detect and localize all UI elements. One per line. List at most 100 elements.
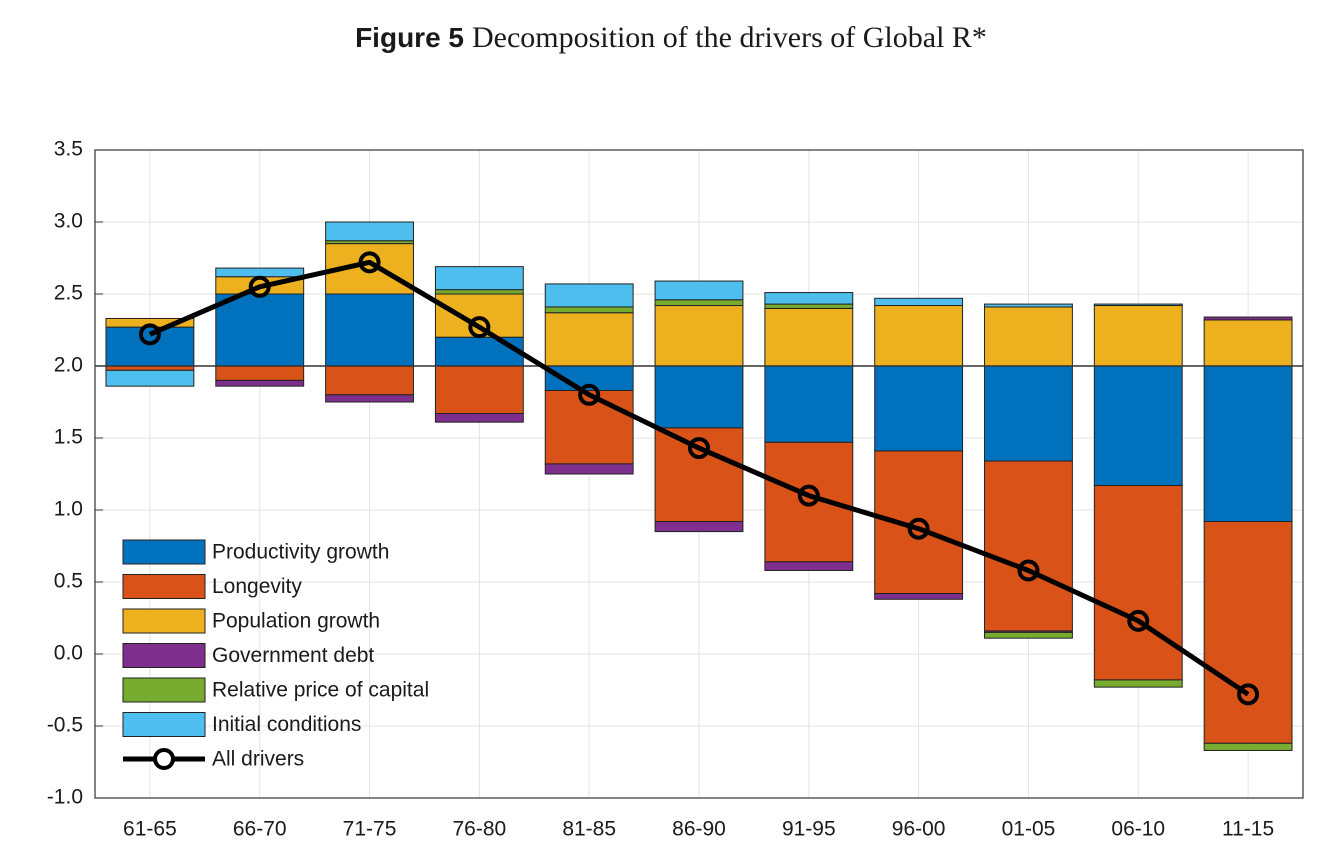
- bar-segment: [1093, 305, 1183, 367]
- line: [148, 259, 1250, 697]
- bar-segment: [1203, 521, 1293, 744]
- bar-segment: [544, 283, 634, 308]
- y-tick-label: -1.0: [47, 786, 83, 809]
- bar-segment: [654, 365, 744, 429]
- x-tick-label: 86-90: [672, 818, 726, 841]
- bar-segment: [764, 441, 854, 563]
- bar-segment: [325, 293, 414, 367]
- line-marker: [358, 251, 381, 274]
- bar-segment: [215, 365, 305, 381]
- bar-segment: [654, 280, 744, 301]
- line-marker: [248, 275, 271, 298]
- y-tick-label: 2.5: [54, 282, 83, 305]
- legend-swatch: [122, 608, 206, 634]
- legend-swatch: [122, 677, 206, 703]
- legend-label: Relative price of capital: [212, 679, 429, 702]
- legend-marker: [153, 748, 175, 770]
- bar-segment: [325, 365, 414, 396]
- bar-segment: [1203, 742, 1293, 751]
- bar-segment: [874, 305, 964, 367]
- bar-segment: [874, 593, 964, 600]
- bar-segment: [654, 299, 744, 307]
- bar-segment: [215, 293, 305, 367]
- chart-title: Figure 5 Decomposition of the drivers of …: [355, 21, 987, 54]
- bar-segment: [764, 292, 854, 305]
- bar-segment: [1093, 485, 1183, 681]
- bar-segment: [325, 394, 414, 403]
- legend-swatch: [122, 643, 206, 668]
- bar-segment: [434, 266, 524, 291]
- bar-segment: [984, 303, 1073, 308]
- x-tick-label: 81-85: [562, 818, 616, 841]
- bar-segment: [984, 365, 1073, 462]
- legend-label: All drivers: [212, 748, 304, 771]
- bar-segment: [984, 460, 1073, 632]
- bar-segment: [874, 297, 964, 307]
- line-marker: [468, 316, 491, 339]
- bar-segment: [654, 427, 744, 523]
- bar-segment: [1093, 303, 1183, 307]
- bar-segment: [434, 289, 524, 295]
- bar-segment: [874, 450, 964, 595]
- bar-segment: [544, 463, 634, 475]
- bar-segment: [434, 293, 524, 338]
- bar-segment: [434, 365, 524, 415]
- legend-label: Population growth: [212, 610, 380, 633]
- y-tick-label: 3.0: [54, 210, 83, 233]
- x-tick-label: 76-80: [453, 818, 507, 841]
- bar-segment: [434, 336, 524, 367]
- y-tick-label: 0.0: [54, 642, 83, 665]
- legend-label: Initial conditions: [212, 713, 361, 736]
- line-marker: [1127, 609, 1150, 632]
- line-marker: [578, 383, 601, 406]
- legend-label: Government debt: [212, 644, 374, 667]
- x-tick-label: 71-75: [343, 818, 397, 841]
- legend: Productivity growth Longevity Population g…: [122, 539, 429, 771]
- bar-segment: [984, 306, 1073, 367]
- y-tick-label: 3.5: [54, 138, 83, 161]
- line-marker: [138, 323, 161, 346]
- figure-label: Figure 5: [355, 22, 464, 53]
- bar-segment: [1093, 679, 1183, 688]
- x-tick-label: 11-15: [1222, 818, 1274, 841]
- line-marker: [1237, 683, 1260, 706]
- bar-segment: [544, 312, 634, 367]
- x-tick-label: 01-05: [1002, 818, 1056, 841]
- legend-label: Longevity: [212, 575, 302, 598]
- line-marker: [688, 437, 710, 460]
- bar-segment: [654, 305, 744, 367]
- bar-segment: [764, 303, 854, 309]
- y-tick-label: -0.5: [47, 714, 83, 737]
- bar-segment: [764, 561, 854, 571]
- bar-segment: [1093, 365, 1183, 487]
- legend-label: Productivity growth: [212, 541, 389, 564]
- plot-frame: [94, 149, 1304, 799]
- x-tick-label: 06-10: [1111, 818, 1165, 841]
- legend-swatch: [122, 539, 206, 565]
- bar-segment: [434, 413, 524, 423]
- bar-segment: [874, 365, 964, 452]
- bar-segment: [544, 389, 634, 465]
- bar-segment: [1203, 319, 1293, 367]
- bar-segment: [1203, 316, 1293, 321]
- y-tick-label: 1.0: [54, 498, 83, 521]
- title-text: Decomposition of the drivers of Global R…: [472, 21, 987, 54]
- line-marker: [1017, 559, 1040, 582]
- bar-segment: [215, 267, 305, 278]
- bar-segment: [544, 306, 634, 314]
- bar-segment: [764, 307, 854, 367]
- bar-segment: [1203, 365, 1293, 523]
- y-tick-label: 0.5: [54, 570, 83, 593]
- bar-segment: [215, 379, 305, 387]
- x-tick-label: 61-65: [123, 818, 177, 841]
- legend-swatch: [122, 712, 206, 737]
- bar-segment: [984, 631, 1073, 639]
- y-tick-label: 1.5: [54, 426, 83, 449]
- x-tick-label: 96-00: [892, 818, 946, 841]
- bar-segment: [105, 369, 195, 387]
- line-marker: [797, 484, 820, 507]
- legend-swatch: [122, 574, 206, 599]
- line-marker: [907, 517, 930, 540]
- bar-segment: [654, 521, 744, 533]
